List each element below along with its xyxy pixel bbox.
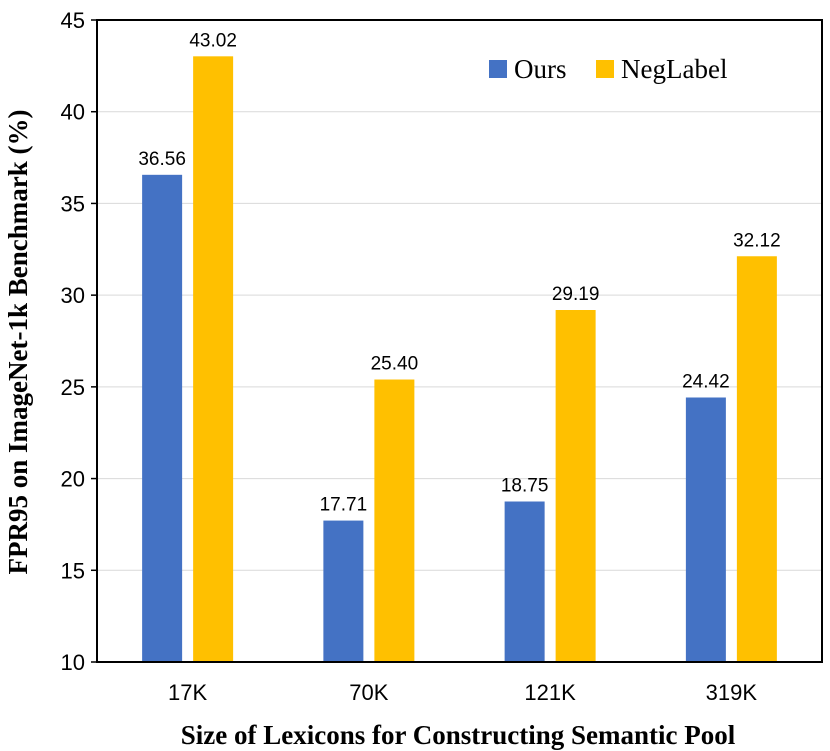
legend-swatch-ours — [489, 60, 507, 78]
bar-ours-70k — [323, 520, 364, 662]
y-tick-label: 25 — [61, 375, 85, 400]
data-label: 29.19 — [552, 284, 600, 305]
bar-neglabel-121k — [555, 310, 596, 662]
y-axis-title: FPR95 on ImageNet-1k Benchmark (%) — [3, 110, 33, 575]
bar-ours-319k — [685, 397, 726, 662]
bar-ours-17k — [142, 174, 183, 662]
legend: Ours NegLabel — [489, 54, 727, 84]
bar-neglabel-70k — [374, 379, 415, 662]
data-label: 32.12 — [733, 230, 781, 251]
data-label: 17.71 — [320, 495, 368, 516]
y-tick-label: 15 — [61, 558, 85, 583]
bar-neglabel-319k — [736, 256, 777, 662]
data-label: 18.75 — [501, 476, 549, 497]
x-tick-label: 121K — [524, 680, 576, 705]
legend-label-neglabel: NegLabel — [621, 54, 727, 84]
legend-swatch-neglabel — [596, 60, 614, 78]
bar-neglabel-17k — [193, 56, 234, 663]
bars — [142, 56, 777, 663]
data-label: 43.02 — [189, 30, 237, 51]
y-tick-label: 10 — [61, 650, 85, 675]
x-axis-ticks: 17K 70K 121K 319K — [168, 680, 757, 705]
x-tick-label: 17K — [168, 680, 207, 705]
plot-frame — [96, 19, 823, 663]
y-axis-ticks: 10 15 20 25 30 35 40 45 — [61, 8, 97, 675]
x-axis-title: Size of Lexicons for Constructing Semant… — [181, 720, 736, 750]
y-tick-label: 40 — [61, 100, 85, 125]
data-label: 25.40 — [371, 354, 419, 375]
data-label: 36.56 — [138, 149, 186, 170]
legend-label-ours: Ours — [514, 54, 567, 84]
data-label: 24.42 — [682, 371, 730, 392]
y-tick-label: 30 — [61, 283, 85, 308]
y-tick-label: 45 — [61, 8, 85, 33]
y-tick-label: 35 — [61, 191, 85, 216]
x-tick-label: 319K — [706, 680, 758, 705]
data-labels: 36.56 43.02 17.71 25.40 18.75 29.19 24.42 32.12 — [138, 30, 780, 515]
bar-ours-121k — [504, 501, 545, 662]
x-tick-label: 70K — [349, 680, 388, 705]
y-tick-label: 20 — [61, 467, 85, 492]
